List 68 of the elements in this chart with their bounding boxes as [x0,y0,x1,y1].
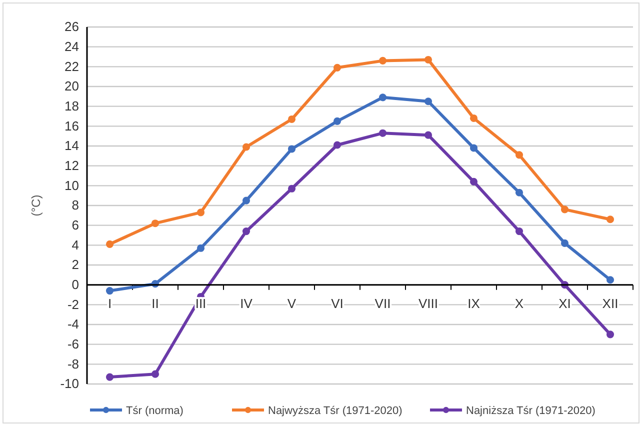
y-tick-label: 22 [64,58,79,74]
point [151,220,160,228]
y-tick-label: 14 [64,138,79,154]
point [106,373,114,381]
y-tick-label: -8 [67,356,79,372]
y-tick-label: 4 [72,237,79,252]
point [242,143,250,151]
point [288,145,296,153]
point [515,228,524,236]
y-tick-label: 10 [64,178,79,193]
point [424,56,432,64]
point [606,276,614,284]
y-tick-label: 24 [64,38,79,54]
x-tick-label: IV [240,296,253,312]
x-tick-label: XI [558,296,571,312]
x-tick-label: XII [602,296,618,312]
point [515,151,524,159]
legend-label: Najniższa Tśr (1971-2020) [466,404,596,417]
x-tick-label: VIII [418,296,438,312]
point [242,228,250,236]
y-tick-label: -4 [67,316,79,332]
legend-label: Tśr (norma) [126,404,184,417]
x-tick-label: I [108,296,112,312]
point [196,244,205,252]
point [378,129,387,137]
x-tick-label: III [195,296,206,312]
point [560,206,569,214]
point [196,208,205,216]
point [288,184,296,192]
y-tick-label: 18 [64,98,79,114]
x-tick-label: II [152,296,159,312]
point [515,188,524,196]
x-tick-label: IX [468,296,480,312]
point [333,117,342,125]
y-tick-label: 2 [72,257,79,272]
point [106,240,114,248]
point [378,56,387,64]
point [606,216,614,224]
x-tick-label: VII [374,296,391,312]
y-tick-label: -10 [60,376,79,392]
point [242,196,250,204]
y-tick-label: 16 [64,118,79,134]
x-tick-label: V [287,296,296,312]
point [470,178,478,186]
point [606,330,614,338]
point [470,144,478,152]
point [333,64,342,72]
y-tick-label: 20 [64,78,79,94]
point [378,94,387,102]
x-tick-label: VI [331,296,344,312]
y-axis-title: (°C) [29,194,43,216]
y-tick-label: 0 [72,276,79,292]
point [424,131,432,139]
y-tick-label: -6 [67,336,79,352]
y-tick-label: 12 [64,158,79,173]
x-tick-label: X [514,296,524,312]
point [333,141,342,149]
legend-label: Najwyższa Tśr (1971-2020) [268,404,402,417]
point [151,370,160,378]
y-tick-label: 26 [64,19,79,34]
point [106,287,114,295]
point [560,239,569,247]
y-tick-label: 6 [72,217,79,232]
point [288,115,296,124]
y-tick-label: -2 [67,296,79,312]
point [424,98,432,106]
point [470,114,478,122]
y-tick-label: 8 [72,198,79,213]
